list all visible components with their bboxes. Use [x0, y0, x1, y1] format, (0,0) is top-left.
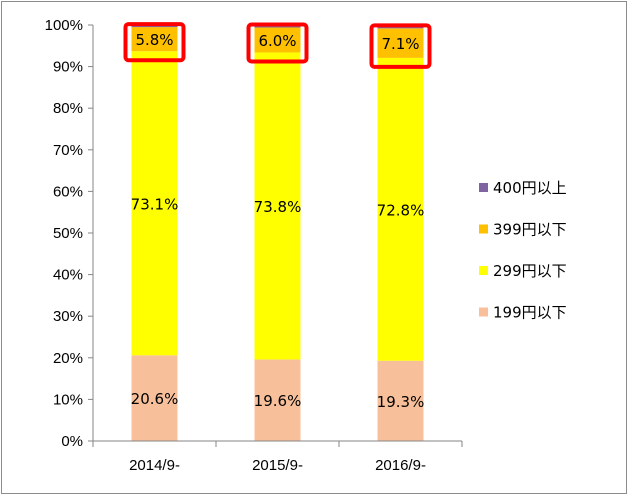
legend-swatch: [479, 307, 488, 317]
legend-swatch: [479, 224, 488, 234]
legend-swatch: [479, 266, 488, 275]
highlight-box: [369, 23, 432, 69]
y-tick-label: 10%: [53, 391, 83, 408]
y-tick-label: 0%: [61, 433, 83, 450]
legend-label: 299円以下: [493, 262, 567, 280]
data-label: 20.6%: [131, 390, 179, 408]
data-label: 6.0%: [258, 32, 296, 50]
data-labels: 20.6% 73.1% 5.8% 19.6% 73.8% 6.0% 19.3% 72.8% 7.…: [131, 31, 425, 411]
data-label: 5.8%: [135, 31, 173, 49]
highlight-boxes: [123, 22, 432, 69]
y-tick-label: 70%: [53, 142, 83, 159]
bar-segment: [377, 28, 424, 58]
bars: [131, 25, 424, 441]
y-tick-label: 60%: [53, 183, 83, 200]
bar-segment: [131, 355, 178, 441]
legend-label: 399円以下: [493, 221, 567, 239]
highlight-box: [246, 22, 309, 64]
data-label: 19.3%: [377, 393, 425, 411]
x-tick-label: 2015/9-: [252, 457, 303, 474]
bar-segment: [377, 57, 424, 361]
legend-swatch: [479, 183, 488, 192]
y-axis: 0% 10% 20% 30% 40% 50% 60% 70% 80% 90% 100%: [45, 17, 94, 450]
data-label: 19.6%: [254, 392, 302, 410]
data-label: 7.1%: [381, 35, 419, 53]
y-tick-label: 50%: [53, 225, 83, 242]
bar-segment: [254, 52, 301, 360]
y-tick-label: 40%: [53, 267, 83, 284]
y-tick-label: 100%: [45, 17, 83, 34]
y-tick-label: 30%: [53, 308, 83, 325]
data-label: 73.1%: [131, 195, 179, 213]
legend: 400円以上 399円以下 299円以下 199円以下: [479, 179, 567, 322]
x-axis: 2014/9- 2015/9- 2016/9-: [92, 440, 463, 474]
bar-segment: [131, 51, 178, 356]
y-tick-label: 80%: [53, 100, 83, 117]
bar-segment: [131, 27, 178, 52]
bar-segment: [254, 359, 301, 441]
data-label: 73.8%: [254, 198, 302, 216]
data-label: 72.8%: [377, 201, 425, 219]
bar-segment: [377, 360, 424, 441]
legend-label: 199円以下: [493, 304, 567, 322]
x-tick-label: 2014/9-: [129, 457, 180, 474]
x-tick-label: 2016/9-: [375, 457, 426, 474]
y-tick-label: 20%: [53, 350, 83, 367]
legend-label: 400円以上: [493, 179, 567, 197]
y-tick-label: 90%: [53, 59, 83, 76]
bar-segment: [254, 27, 301, 53]
highlight-box: [123, 22, 186, 63]
